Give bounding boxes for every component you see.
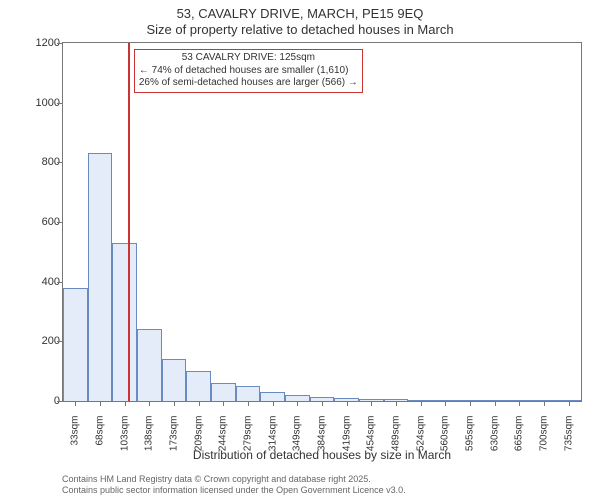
x-tick-mark — [396, 401, 397, 406]
chart-title-line1: 53, CAVALRY DRIVE, MARCH, PE15 9EQ — [0, 6, 600, 21]
x-tick-mark — [100, 401, 101, 406]
histogram-bar — [88, 153, 113, 401]
x-tick-mark — [322, 401, 323, 406]
histogram-bar — [260, 392, 285, 401]
x-tick-mark — [421, 401, 422, 406]
y-tick-label: 1000 — [10, 97, 60, 109]
x-tick-mark — [519, 401, 520, 406]
x-tick-mark — [199, 401, 200, 406]
y-tick-mark — [57, 282, 62, 283]
annotation-box: 53 CAVALRY DRIVE: 125sqm← 74% of detache… — [134, 49, 363, 93]
x-tick-mark — [75, 401, 76, 406]
plot-area: 53 CAVALRY DRIVE: 125sqm← 74% of detache… — [62, 42, 582, 402]
y-tick-label: 0 — [10, 395, 60, 407]
chart-footer: Contains HM Land Registry data © Crown c… — [62, 474, 406, 496]
histogram-bar — [112, 243, 137, 401]
x-tick-mark — [223, 401, 224, 406]
x-tick-mark — [174, 401, 175, 406]
y-tick-label: 600 — [10, 216, 60, 228]
y-tick-label: 400 — [10, 276, 60, 288]
chart-container: 53, CAVALRY DRIVE, MARCH, PE15 9EQ Size … — [0, 0, 600, 500]
y-tick-label: 200 — [10, 335, 60, 347]
x-tick-mark — [149, 401, 150, 406]
y-tick-mark — [57, 43, 62, 44]
x-tick-mark — [495, 401, 496, 406]
histogram-bar — [63, 288, 88, 401]
y-tick-mark — [57, 222, 62, 223]
annotation-line1: 53 CAVALRY DRIVE: 125sqm — [139, 52, 358, 65]
marker-line — [128, 43, 130, 401]
annotation-line2: ← 74% of detached houses are smaller (1,… — [139, 65, 358, 78]
x-tick-mark — [125, 401, 126, 406]
x-axis-label: Distribution of detached houses by size … — [62, 448, 582, 462]
x-tick-mark — [297, 401, 298, 406]
x-tick-mark — [470, 401, 471, 406]
x-tick-mark — [569, 401, 570, 406]
annotation-line3: 26% of semi-detached houses are larger (… — [139, 77, 358, 90]
y-tick-mark — [57, 162, 62, 163]
x-tick-mark — [273, 401, 274, 406]
x-tick-mark — [544, 401, 545, 406]
x-tick-mark — [445, 401, 446, 406]
y-tick-mark — [57, 103, 62, 104]
footer-line1: Contains HM Land Registry data © Crown c… — [62, 474, 406, 485]
x-tick-mark — [347, 401, 348, 406]
y-tick-mark — [57, 341, 62, 342]
y-tick-label: 1200 — [10, 37, 60, 49]
y-tick-mark — [57, 401, 62, 402]
histogram-bar — [236, 386, 261, 401]
histogram-bar — [162, 359, 187, 401]
x-tick-mark — [371, 401, 372, 406]
histogram-bar — [137, 329, 162, 401]
histogram-bar — [186, 371, 211, 401]
y-tick-label: 800 — [10, 156, 60, 168]
histogram-bar — [211, 383, 236, 401]
footer-line2: Contains public sector information licen… — [62, 485, 406, 496]
chart-title-line2: Size of property relative to detached ho… — [0, 22, 600, 37]
x-tick-mark — [248, 401, 249, 406]
